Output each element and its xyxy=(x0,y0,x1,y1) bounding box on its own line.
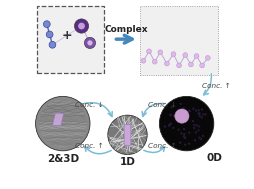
Text: Conc. ↑: Conc. ↑ xyxy=(201,83,230,89)
FancyBboxPatch shape xyxy=(37,6,104,73)
Circle shape xyxy=(198,112,200,115)
FancyBboxPatch shape xyxy=(124,124,130,145)
Circle shape xyxy=(140,58,145,63)
Text: Conc. ↓: Conc. ↓ xyxy=(148,102,176,108)
Circle shape xyxy=(187,109,190,112)
Circle shape xyxy=(182,53,187,57)
Circle shape xyxy=(168,124,170,126)
Polygon shape xyxy=(52,113,64,125)
Circle shape xyxy=(199,138,201,140)
Circle shape xyxy=(176,119,178,121)
Circle shape xyxy=(197,129,199,131)
Circle shape xyxy=(192,127,195,129)
FancyArrowPatch shape xyxy=(84,147,111,154)
Circle shape xyxy=(169,114,171,116)
Circle shape xyxy=(107,115,147,155)
Circle shape xyxy=(43,21,50,28)
Circle shape xyxy=(195,124,197,126)
Text: Conc. ↑: Conc. ↑ xyxy=(75,143,103,149)
Circle shape xyxy=(187,132,190,134)
Circle shape xyxy=(193,54,198,58)
Circle shape xyxy=(182,133,185,135)
Circle shape xyxy=(194,109,196,112)
Circle shape xyxy=(199,63,204,68)
FancyBboxPatch shape xyxy=(139,6,217,75)
Circle shape xyxy=(183,144,185,146)
Circle shape xyxy=(146,49,151,54)
Circle shape xyxy=(193,139,195,141)
Circle shape xyxy=(200,116,202,119)
Circle shape xyxy=(201,113,203,116)
Circle shape xyxy=(183,137,186,139)
Text: Conc. ↑: Conc. ↑ xyxy=(148,143,176,149)
Circle shape xyxy=(176,116,178,119)
Circle shape xyxy=(46,31,53,38)
Text: 1D: 1D xyxy=(119,157,135,167)
Circle shape xyxy=(178,142,181,144)
Circle shape xyxy=(78,23,85,29)
Circle shape xyxy=(197,125,200,128)
Circle shape xyxy=(159,96,213,151)
Circle shape xyxy=(168,125,170,127)
Circle shape xyxy=(176,63,181,68)
Text: 0D: 0D xyxy=(206,153,222,163)
Circle shape xyxy=(191,120,193,122)
Text: 2&3D: 2&3D xyxy=(46,154,78,164)
Circle shape xyxy=(180,132,182,135)
FancyArrowPatch shape xyxy=(143,147,164,153)
Circle shape xyxy=(191,108,194,110)
Circle shape xyxy=(170,52,175,57)
Circle shape xyxy=(169,122,171,125)
Circle shape xyxy=(152,59,156,64)
Circle shape xyxy=(84,37,95,49)
Circle shape xyxy=(172,115,174,117)
Circle shape xyxy=(49,41,56,48)
Circle shape xyxy=(35,96,90,151)
Circle shape xyxy=(198,137,200,139)
Circle shape xyxy=(182,135,184,137)
Circle shape xyxy=(193,124,195,126)
Circle shape xyxy=(197,109,199,112)
FancyArrowPatch shape xyxy=(141,103,164,116)
Circle shape xyxy=(179,103,181,105)
Circle shape xyxy=(200,108,202,111)
Circle shape xyxy=(174,109,188,123)
Circle shape xyxy=(74,19,88,33)
Circle shape xyxy=(198,115,200,117)
Text: Conc. ↓: Conc. ↓ xyxy=(75,102,103,108)
Circle shape xyxy=(183,136,185,139)
Circle shape xyxy=(157,50,162,55)
Circle shape xyxy=(204,56,209,60)
Circle shape xyxy=(163,125,165,128)
Circle shape xyxy=(87,40,92,46)
Circle shape xyxy=(182,128,184,130)
Circle shape xyxy=(183,119,185,122)
Circle shape xyxy=(194,131,196,133)
FancyArrowPatch shape xyxy=(203,74,211,95)
Text: +: + xyxy=(61,29,72,42)
Circle shape xyxy=(187,143,189,145)
Circle shape xyxy=(177,129,179,131)
Text: Complex: Complex xyxy=(104,26,147,34)
Circle shape xyxy=(188,110,190,112)
Circle shape xyxy=(182,117,184,119)
Circle shape xyxy=(169,113,171,116)
Circle shape xyxy=(182,107,184,109)
Circle shape xyxy=(201,135,203,137)
Circle shape xyxy=(172,127,174,129)
Circle shape xyxy=(203,113,206,115)
Circle shape xyxy=(164,61,169,66)
Circle shape xyxy=(175,115,178,117)
Circle shape xyxy=(188,62,193,67)
Circle shape xyxy=(170,106,172,108)
Circle shape xyxy=(197,112,199,115)
FancyArrowPatch shape xyxy=(84,103,112,117)
